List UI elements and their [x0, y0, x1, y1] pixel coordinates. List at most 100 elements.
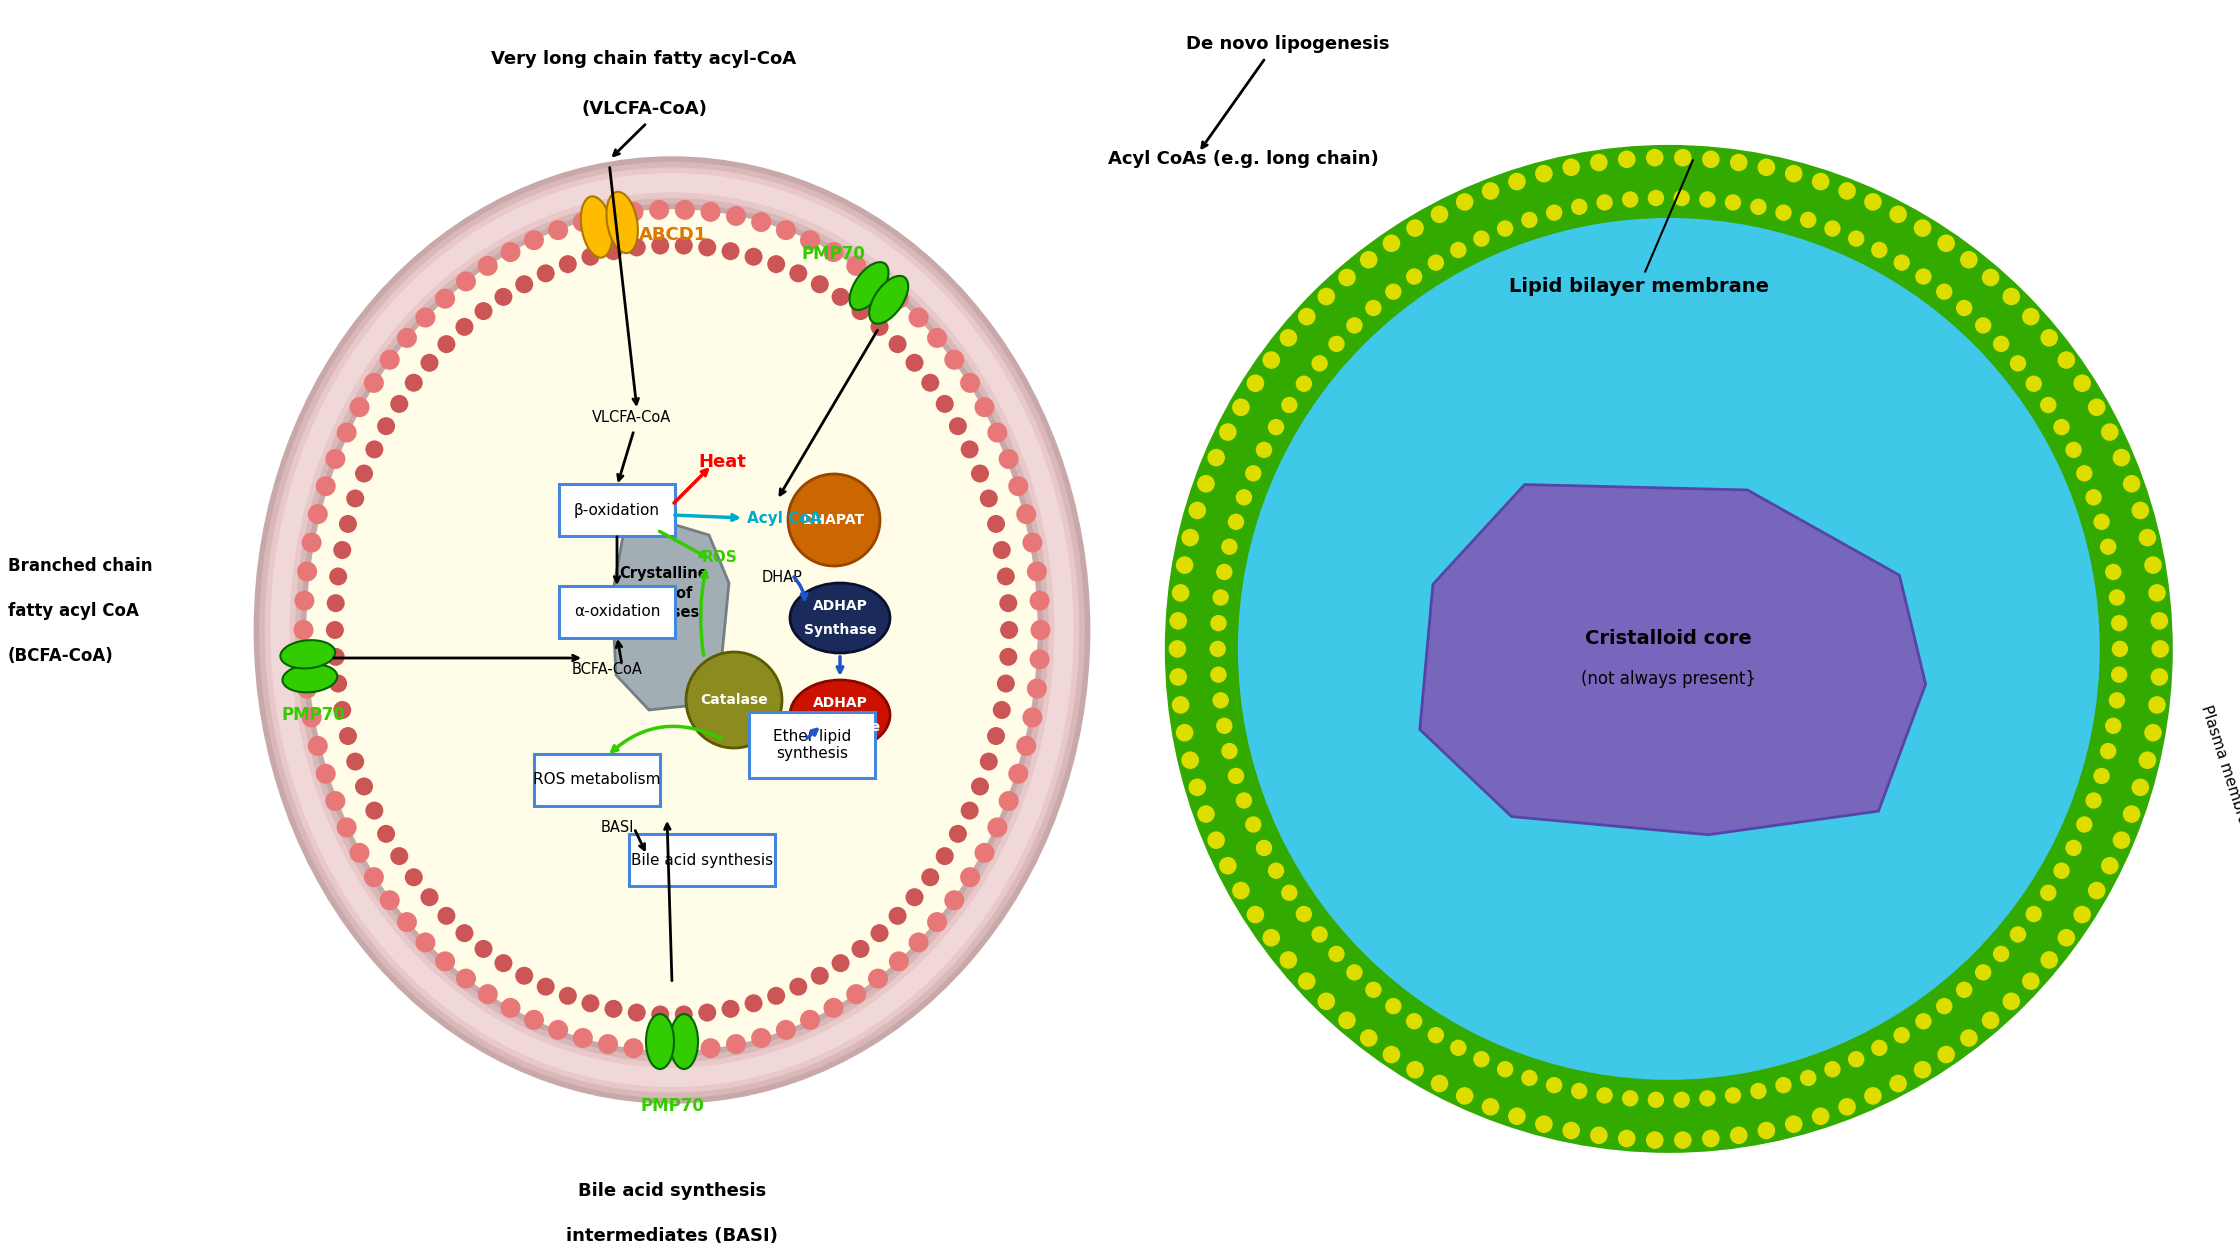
Ellipse shape — [280, 183, 1064, 1077]
Text: PMP70: PMP70 — [802, 244, 867, 263]
Circle shape — [1239, 218, 2099, 1080]
Circle shape — [2099, 538, 2117, 554]
Circle shape — [1297, 307, 1315, 325]
Text: Crystalline
core of
oxidases: Crystalline core of oxidases — [620, 566, 708, 620]
Circle shape — [365, 441, 383, 459]
Circle shape — [1646, 149, 1664, 166]
Circle shape — [405, 868, 423, 886]
Circle shape — [2110, 615, 2128, 631]
Circle shape — [1725, 1087, 1740, 1104]
Circle shape — [2074, 374, 2090, 392]
Ellipse shape — [869, 276, 907, 324]
Circle shape — [347, 752, 365, 771]
Circle shape — [800, 1009, 820, 1029]
Circle shape — [329, 567, 347, 586]
Circle shape — [1030, 649, 1051, 669]
Circle shape — [623, 1038, 643, 1058]
Text: Ether lipid
synthesis: Ether lipid synthesis — [773, 728, 851, 761]
Text: ADHAP: ADHAP — [813, 696, 867, 709]
Circle shape — [871, 318, 889, 336]
Circle shape — [1021, 533, 1042, 553]
Circle shape — [1617, 1130, 1635, 1148]
Circle shape — [2076, 465, 2092, 481]
Text: Very long chain fatty acyl-CoA: Very long chain fatty acyl-CoA — [491, 49, 797, 68]
Circle shape — [750, 212, 771, 232]
Circle shape — [1384, 998, 1402, 1014]
Circle shape — [1994, 946, 2009, 963]
Circle shape — [1776, 204, 1792, 220]
Text: BASI: BASI — [600, 820, 634, 835]
Circle shape — [1008, 476, 1028, 496]
Text: BCFA-CoA: BCFA-CoA — [571, 663, 643, 678]
Circle shape — [381, 891, 399, 910]
Circle shape — [788, 978, 806, 995]
Circle shape — [1649, 1091, 1664, 1108]
Circle shape — [2041, 951, 2059, 969]
Circle shape — [475, 302, 493, 320]
Circle shape — [549, 220, 569, 241]
Circle shape — [847, 984, 867, 1004]
Circle shape — [1431, 205, 1449, 223]
Text: intermediates (BASI): intermediates (BASI) — [567, 1227, 777, 1245]
Circle shape — [1570, 1082, 1588, 1099]
Circle shape — [1297, 973, 1315, 990]
Circle shape — [1026, 679, 1046, 698]
Circle shape — [515, 966, 533, 985]
Circle shape — [2076, 816, 2092, 833]
Circle shape — [1310, 926, 1328, 942]
Circle shape — [1364, 982, 1382, 998]
Circle shape — [2112, 640, 2128, 658]
Circle shape — [766, 987, 786, 1005]
Circle shape — [437, 335, 455, 353]
Circle shape — [573, 1028, 594, 1048]
Circle shape — [316, 476, 336, 496]
Circle shape — [699, 1003, 717, 1022]
Circle shape — [970, 465, 990, 483]
Circle shape — [2094, 767, 2110, 784]
Circle shape — [1427, 255, 1445, 271]
Circle shape — [999, 449, 1019, 469]
Circle shape — [1263, 929, 1279, 946]
Circle shape — [921, 374, 939, 392]
Circle shape — [1812, 1108, 1830, 1125]
Circle shape — [1758, 1121, 1774, 1139]
Circle shape — [1864, 193, 1882, 210]
Circle shape — [1729, 1126, 1747, 1144]
Circle shape — [950, 825, 968, 843]
Circle shape — [1165, 145, 2173, 1153]
Circle shape — [744, 994, 762, 1012]
Circle shape — [1749, 199, 1767, 215]
Circle shape — [1216, 718, 1232, 735]
Circle shape — [1026, 562, 1046, 581]
Circle shape — [1346, 964, 1362, 980]
Circle shape — [1189, 779, 1205, 796]
Circle shape — [979, 489, 997, 508]
Circle shape — [961, 801, 979, 819]
Circle shape — [1221, 538, 1239, 554]
Circle shape — [1785, 1115, 1803, 1133]
Circle shape — [674, 200, 694, 219]
Ellipse shape — [607, 192, 638, 253]
Circle shape — [1346, 318, 1362, 334]
Circle shape — [1176, 557, 1194, 573]
Circle shape — [354, 777, 374, 795]
Circle shape — [2144, 724, 2162, 741]
Text: Cristalloid core: Cristalloid core — [1586, 630, 1752, 649]
Circle shape — [1702, 150, 1720, 168]
Circle shape — [293, 591, 314, 611]
Circle shape — [1021, 707, 1042, 727]
Circle shape — [1169, 668, 1187, 685]
Circle shape — [1212, 692, 1230, 708]
Circle shape — [1848, 1051, 1864, 1067]
Circle shape — [1508, 173, 1525, 190]
Ellipse shape — [645, 1014, 674, 1068]
Circle shape — [524, 231, 544, 251]
Text: α-oxidation: α-oxidation — [573, 605, 661, 620]
Circle shape — [1785, 165, 1803, 183]
Text: ABCD1: ABCD1 — [638, 226, 708, 243]
Circle shape — [847, 256, 867, 276]
Circle shape — [1030, 620, 1051, 640]
Circle shape — [701, 1038, 721, 1058]
Circle shape — [1176, 724, 1194, 741]
Circle shape — [936, 394, 954, 413]
